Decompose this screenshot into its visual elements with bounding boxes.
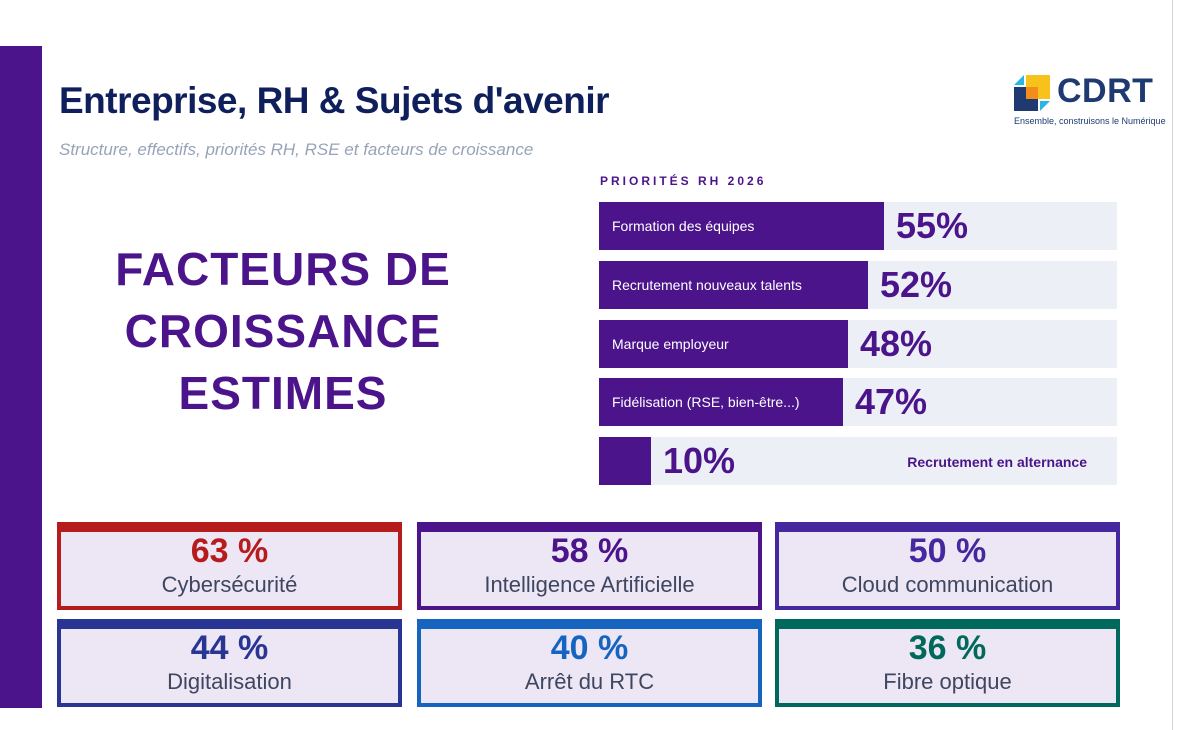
growth-factor-card: 50 % Cloud communication (775, 522, 1120, 610)
growth-factor-card: 63 % Cybersécurité (57, 522, 402, 610)
rh-priority-bar: Fidélisation (RSE, bien-être...) (599, 378, 843, 426)
rh-priority-label: Marque employeur (612, 336, 729, 352)
growth-factor-label: Cloud communication (841, 572, 1054, 597)
growth-factor-card: 44 % Digitalisation (57, 619, 402, 707)
growth-factor-label: Cybersécurité (161, 572, 298, 597)
rh-priority-value: 55% (896, 205, 969, 246)
growth-factor-label: Intelligence Artificielle (484, 572, 695, 597)
growth-factor-card: 40 % Arrêt du RTC (417, 619, 762, 707)
growth-factor-value: 58 % (550, 532, 629, 570)
rh-priority-label: Recrutement nouveaux talents (612, 277, 802, 293)
rh-priority-value: 48% (860, 323, 933, 364)
growth-factor-value: 50 % (908, 532, 987, 570)
growth-factor-label: Fibre optique (883, 669, 1012, 694)
rh-priority-row: Fidélisation (RSE, bien-être...) 47% (599, 378, 1117, 426)
growth-factors-heading: FACTEURS DE CROISSANCE ESTIMES (100, 238, 466, 424)
growth-factor-card: 36 % Fibre optique (775, 619, 1120, 707)
rh-priority-bar (599, 437, 651, 485)
logo-wordmark: CDRT (1057, 72, 1154, 110)
page-subtitle: Structure, effectifs, priorités RH, RSE … (59, 140, 534, 159)
rh-priority-row: Recrutement nouveaux talents 52% (599, 261, 1117, 309)
growth-factor-label: Arrêt du RTC (524, 669, 655, 694)
growth-factor-value: 36 % (908, 629, 987, 667)
rh-priority-bar: Formation des équipes (599, 202, 884, 250)
cdrt-logo: CDRT Ensemble, construisons le Numérique (1014, 72, 1170, 132)
growth-heading-line: ESTIMES (178, 367, 388, 419)
rh-priority-row: 10% Recrutement en alternance (599, 437, 1117, 485)
cdrt-logo-mark-icon (1014, 75, 1050, 111)
rh-priority-value: 47% (855, 381, 928, 422)
page-title: Entreprise, RH & Sujets d'avenir (59, 80, 610, 121)
side-accent-bar (0, 46, 42, 708)
growth-heading-line: FACTEURS DE (115, 243, 451, 295)
right-border-line (1172, 0, 1173, 730)
rh-priorities-heading: PRIORITÉS RH 2026 (600, 174, 767, 188)
rh-priority-row: Marque employeur 48% (599, 320, 1117, 368)
growth-heading-line: CROISSANCE (124, 305, 442, 357)
rh-priority-value: 10% (663, 440, 736, 481)
rh-priority-label: Fidélisation (RSE, bien-être...) (612, 394, 800, 410)
rh-priority-label: Formation des équipes (612, 218, 755, 234)
rh-priority-value: 52% (880, 264, 953, 305)
rh-priority-bar: Recrutement nouveaux talents (599, 261, 868, 309)
logo-tagline: Ensemble, construisons le Numérique (1014, 116, 1166, 126)
growth-factor-value: 63 % (190, 532, 269, 570)
growth-factor-value: 40 % (550, 629, 629, 667)
rh-priority-row: Formation des équipes 55% (599, 202, 1117, 250)
growth-factor-card: 58 % Intelligence Artificielle (417, 522, 762, 610)
growth-factor-value: 44 % (190, 629, 269, 667)
growth-factor-label: Digitalisation (167, 669, 292, 694)
rh-priority-bar: Marque employeur (599, 320, 848, 368)
rh-priority-label: Recrutement en alternance (907, 454, 1087, 470)
